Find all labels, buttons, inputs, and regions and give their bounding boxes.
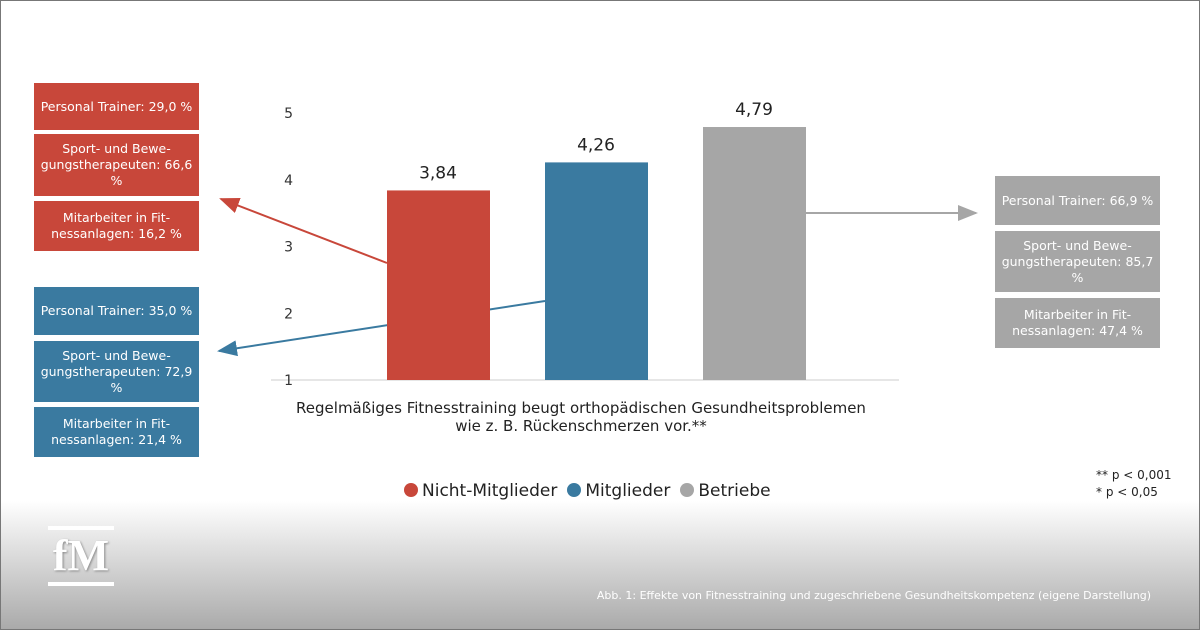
info-box-red-1: Personal Trainer: 29,0 % — [34, 83, 199, 130]
logo: fM — [48, 526, 114, 586]
bar-value-label: 4,26 — [577, 135, 615, 155]
bar-value-label: 3,84 — [419, 163, 457, 183]
arrow-red — [219, 198, 388, 264]
info-box-blue-3: Mitarbeiter in Fit-nessanlagen: 21,4 % — [34, 407, 199, 457]
legend-dot-icon — [680, 483, 695, 497]
x-axis-label-line2: wie z. B. Rückenschmerzen vor.** — [455, 417, 707, 435]
legend-dot-icon — [404, 483, 418, 497]
legend-item-nicht-mitglieder: Nicht-Mitglieder — [404, 481, 557, 501]
bar-1 — [545, 162, 648, 380]
y-tick-label: 1 — [284, 373, 293, 389]
y-tick-label: 4 — [284, 173, 293, 189]
significance-notes: ** p < 0,001 * p < 0,05 — [1096, 468, 1172, 499]
info-box-blue-2: Sport- und Bewe-gungstherapeuten: 72,9 % — [34, 341, 199, 402]
bar-2 — [703, 127, 806, 380]
info-box-gray-3: Mitarbeiter in Fit-nessanlagen: 47,4 % — [995, 298, 1160, 348]
x-axis-label-line1: Regelmäßiges Fitnesstraining beugt ortho… — [296, 399, 866, 417]
info-box-blue-1: Personal Trainer: 35,0 % — [34, 287, 199, 335]
info-box-gray-2: Sport- und Bewe-gungstherapeuten: 85,7 % — [995, 231, 1160, 292]
info-box-gray-1: Personal Trainer: 66,9 % — [995, 176, 1160, 225]
y-tick-label: 3 — [284, 240, 293, 256]
caption: Abb. 1: Effekte von Fitnesstraining und … — [596, 589, 1151, 602]
arrow-blue — [217, 300, 546, 357]
info-box-red-2: Sport- und Bewe-gungstherapeuten: 66,6 % — [34, 134, 199, 196]
info-box-red-3: Mitarbeiter in Fit-nessanlagen: 16,2 % — [34, 201, 199, 251]
bar-0 — [387, 190, 490, 380]
legend: Nicht-Mitglieder Mitglieder Betriebe — [404, 481, 771, 501]
legend-dot-icon — [567, 483, 582, 497]
x-axis-label: Regelmäßiges Fitnesstraining beugt ortho… — [231, 399, 931, 435]
legend-item-betriebe: Betriebe — [680, 481, 771, 501]
legend-item-mitglieder: Mitglieder — [567, 481, 670, 501]
y-tick-label: 5 — [284, 106, 293, 122]
bar-value-label: 4,79 — [735, 100, 773, 120]
y-tick-label: 2 — [284, 306, 293, 322]
